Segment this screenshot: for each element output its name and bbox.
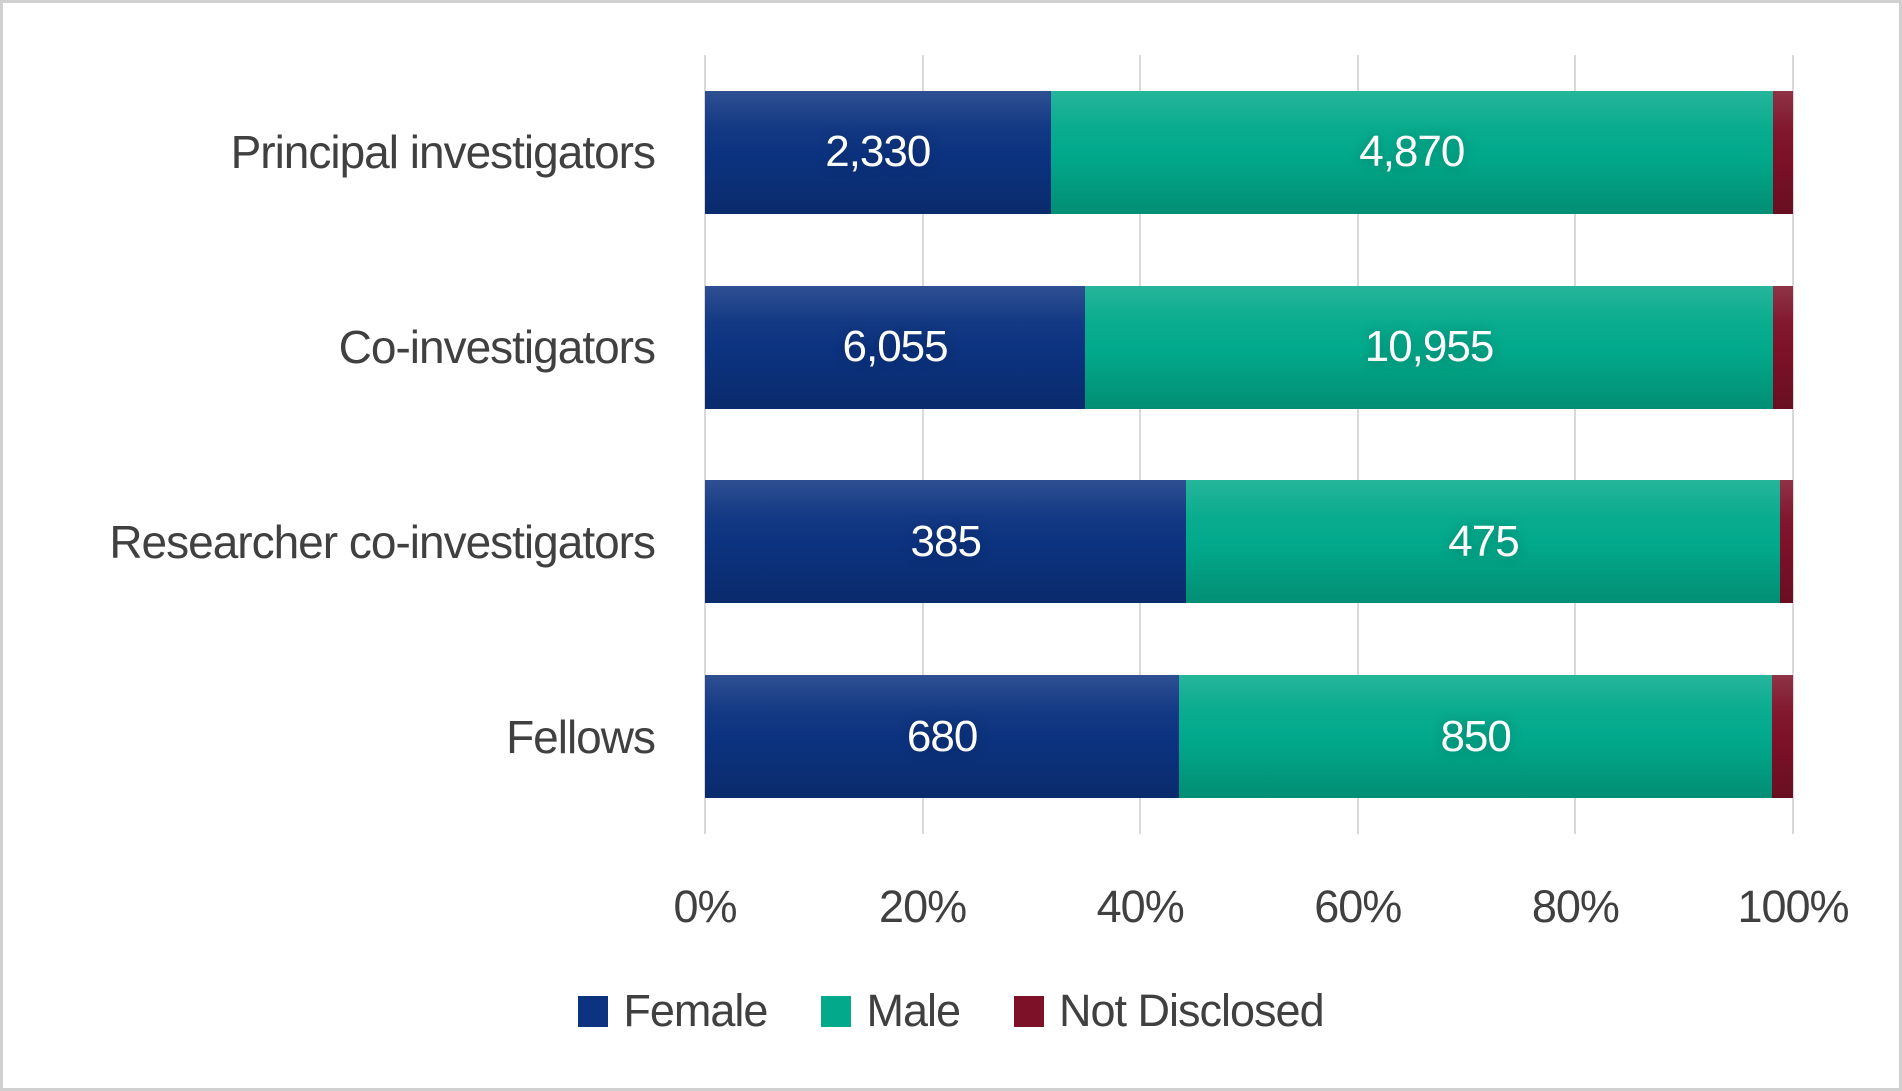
category-label: Fellows: [506, 710, 656, 763]
x-axis-tick-label: 0%: [673, 881, 737, 932]
category-labels: Principal investigators Co-investigators…: [3, 55, 656, 834]
segment-male: 850: [1179, 675, 1773, 799]
bar-band: 385 475: [705, 445, 1793, 640]
category-label: Researcher co-investigators: [109, 515, 656, 568]
segment-female: 2,330: [705, 90, 1051, 214]
segment-female: 385: [705, 480, 1187, 604]
gridline-80pct: [1574, 55, 1577, 834]
legend: Female Male Not Disclosed: [3, 985, 1899, 1037]
segment-female: 680: [705, 675, 1180, 799]
bar-band: 6,055 10,955: [705, 250, 1793, 445]
gridline-0pct: [704, 55, 706, 834]
x-axis-tick-label: 40%: [1096, 881, 1185, 932]
bar-row: 385 475: [705, 480, 1793, 604]
gridline-20pct: [921, 55, 924, 834]
legend-label: Male: [866, 985, 961, 1036]
category-label: Principal investigators: [230, 126, 656, 179]
legend-item-not-disclosed: Not Disclosed: [1014, 985, 1325, 1037]
segment-male: 10,955: [1085, 285, 1773, 409]
segment-not-disclosed: [1772, 285, 1793, 409]
value-label: 10,955: [1364, 322, 1495, 372]
value-label: 475: [1448, 516, 1519, 566]
category-label: Co-investigators: [338, 321, 656, 374]
category-cell: Principal investigators: [3, 55, 656, 250]
x-axis-tick-label: 100%: [1737, 881, 1849, 932]
segment-not-disclosed: [1780, 480, 1793, 604]
bar-row: 2,330 4,870: [705, 90, 1793, 214]
value-label: 6,055: [842, 322, 949, 372]
legend-swatch-male: [821, 995, 852, 1027]
gridline-100pct: [1792, 55, 1794, 834]
category-cell: Co-investigators: [3, 250, 656, 445]
category-cell: Researcher co-investigators: [3, 445, 656, 640]
bar-band: 2,330 4,870: [705, 55, 1793, 250]
legend-swatch-not-disclosed: [1014, 995, 1044, 1027]
gridline-60pct: [1356, 55, 1359, 834]
legend-item-male: Male: [821, 985, 961, 1037]
bar-band: 680 850: [705, 639, 1793, 834]
legend-swatch-female: [578, 995, 609, 1027]
segment-female: 6,055: [705, 285, 1086, 409]
legend-label: Female: [623, 985, 768, 1036]
legend-label: Not Disclosed: [1059, 985, 1325, 1036]
segment-not-disclosed: [1772, 675, 1793, 799]
x-axis-tick-label: 80%: [1531, 881, 1620, 932]
value-label: 4,870: [1359, 127, 1465, 177]
segment-male: 475: [1186, 480, 1781, 604]
legend-item-female: Female: [578, 985, 768, 1037]
segment-male: 4,870: [1050, 90, 1773, 214]
x-axis-tick-labels: 0% 20% 40% 60% 80% 100%: [673, 875, 1849, 939]
plot-area: 2,330 4,870 6,055 10,955: [704, 55, 1794, 834]
bar-row: 680 850: [705, 675, 1793, 799]
category-cell: Fellows: [3, 639, 656, 834]
value-label: 850: [1440, 711, 1511, 761]
value-label: 680: [906, 711, 978, 761]
x-axis-tick-label: 60%: [1314, 881, 1402, 932]
gridline-40pct: [1139, 55, 1142, 834]
bars: 2,330 4,870 6,055 10,955: [705, 55, 1793, 834]
value-label: 385: [910, 516, 982, 566]
segment-not-disclosed: [1772, 90, 1793, 214]
x-axis-tick-label: 20%: [879, 881, 967, 932]
bar-row: 6,055 10,955: [705, 285, 1793, 409]
value-label: 2,330: [825, 127, 931, 177]
